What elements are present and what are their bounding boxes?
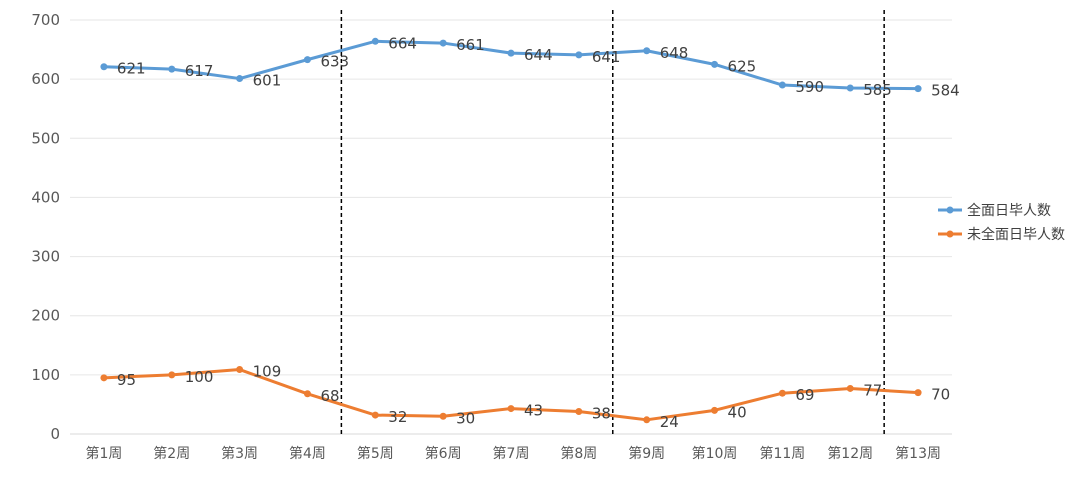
x-tick-label: 第7周 xyxy=(493,445,530,462)
data-label: 77 xyxy=(863,381,882,399)
y-tick-label: 400 xyxy=(31,188,60,206)
data-label: 109 xyxy=(253,363,282,381)
y-tick-label: 100 xyxy=(31,366,60,384)
data-point xyxy=(168,371,176,379)
data-label: 621 xyxy=(117,60,146,78)
data-point xyxy=(643,47,651,55)
x-tick-label: 第10周 xyxy=(692,445,738,462)
data-label: 38 xyxy=(592,405,611,423)
data-point xyxy=(371,411,379,419)
data-label: 68 xyxy=(320,387,339,405)
y-tick-label: 500 xyxy=(31,129,60,147)
data-label: 617 xyxy=(185,62,214,80)
gridlines xyxy=(70,19,952,435)
data-point xyxy=(846,84,854,92)
x-tick-label: 第4周 xyxy=(289,445,326,462)
data-label: 661 xyxy=(456,36,485,54)
data-point xyxy=(303,56,311,64)
x-tick-label: 第1周 xyxy=(85,445,122,462)
data-point xyxy=(711,406,719,414)
data-point xyxy=(439,39,447,47)
y-tick-label: 600 xyxy=(31,70,60,88)
data-point xyxy=(100,374,108,382)
data-point xyxy=(236,366,244,374)
week-separators xyxy=(340,10,885,434)
data-point xyxy=(507,49,515,57)
x-tick-label: 第5周 xyxy=(357,445,394,462)
data-point xyxy=(100,63,108,71)
data-point xyxy=(846,384,854,392)
data-point xyxy=(439,412,447,420)
x-tick-label: 第8周 xyxy=(560,445,597,462)
x-tick-label: 第11周 xyxy=(759,445,805,462)
data-point xyxy=(643,416,651,424)
data-label: 69 xyxy=(795,386,814,404)
y-tick-label: 700 xyxy=(31,11,60,29)
data-label: 648 xyxy=(660,44,689,62)
data-point xyxy=(168,65,176,73)
series-1: 621 617 601 633 664 661 644 641 648 625 590 585 584 xyxy=(100,34,960,100)
legend-swatch-marker xyxy=(946,230,954,238)
x-tick-label: 第3周 xyxy=(221,445,258,462)
x-tick-label: 第6周 xyxy=(425,445,462,462)
series-2: 95 100 109 68 32 30 43 38 24 40 69 77 70 xyxy=(100,363,950,431)
data-label: 601 xyxy=(253,72,282,90)
data-label: 585 xyxy=(863,81,892,99)
data-point xyxy=(371,37,379,45)
x-tick-label: 第9周 xyxy=(628,445,665,462)
data-label: 641 xyxy=(592,48,621,66)
y-tick-label: 200 xyxy=(31,307,60,325)
data-point xyxy=(236,75,244,83)
data-point xyxy=(778,389,786,397)
data-label: 24 xyxy=(660,413,679,431)
data-label: 633 xyxy=(320,53,349,71)
data-label: 644 xyxy=(524,46,553,64)
y-tick-label: 300 xyxy=(31,248,60,266)
data-label: 590 xyxy=(795,78,824,96)
data-label: 70 xyxy=(931,386,950,404)
y-axis: 0 100 200 300 400 500 600 700 xyxy=(31,11,60,443)
x-axis: 第1周 第2周 第3周 第4周 第5周 第6周 第7周 第8周 第9周 第10周 第11周 第12周 第… xyxy=(85,445,941,462)
data-point xyxy=(711,60,719,68)
data-point xyxy=(914,85,922,93)
data-point xyxy=(507,405,515,413)
data-point xyxy=(303,390,311,398)
data-label: 625 xyxy=(728,57,757,75)
data-point xyxy=(575,51,583,59)
data-point xyxy=(778,81,786,89)
data-label: 95 xyxy=(117,371,136,389)
data-label: 43 xyxy=(524,402,543,420)
data-label: 30 xyxy=(456,409,475,427)
data-label: 100 xyxy=(185,368,214,386)
x-tick-label: 第13周 xyxy=(895,445,941,462)
legend-label: 未全面日毕人数 xyxy=(967,226,1065,243)
data-label: 584 xyxy=(931,82,960,100)
x-tick-label: 第2周 xyxy=(153,445,190,462)
series-group: 621 617 601 633 664 661 644 641 648 625 590 585 584 9… xyxy=(100,34,960,431)
data-label: 32 xyxy=(388,408,407,426)
data-label: 664 xyxy=(388,34,417,52)
data-point xyxy=(914,389,922,397)
x-tick-label: 第12周 xyxy=(827,445,873,462)
y-tick-label: 0 xyxy=(50,425,60,443)
legend-swatch-marker xyxy=(946,206,954,214)
data-label: 40 xyxy=(728,403,747,421)
data-point xyxy=(575,408,583,416)
legend-label: 全面日毕人数 xyxy=(967,202,1051,219)
